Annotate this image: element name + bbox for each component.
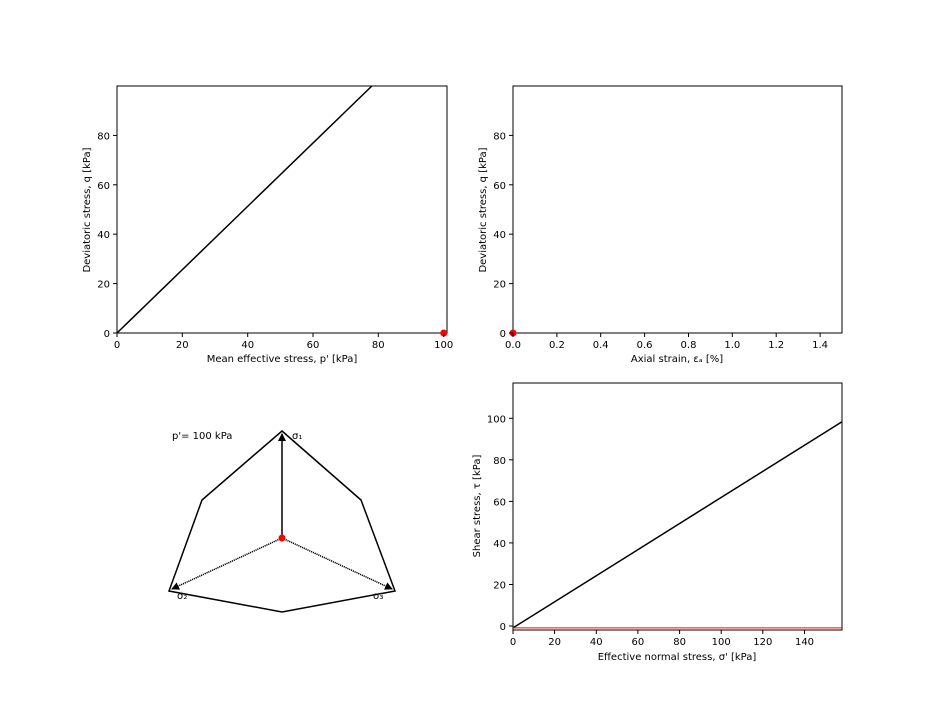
x-tick-label: 20 [176, 340, 189, 351]
y-ticks: 0 20 40 60 80 100 [487, 414, 513, 633]
x-axis-label: Mean effective stress, p' [kPa] [207, 354, 358, 365]
x-tick-label: 140 [795, 637, 814, 648]
x-tick-label: 60 [632, 637, 645, 648]
stress-strain-panel: 0.0 0.2 0.4 0.6 0.8 1.0 1.2 1.4 0 20 40 … [478, 85, 843, 365]
x-tick-label: 0.6 [637, 340, 653, 351]
x-tick-label: 80 [372, 340, 385, 351]
x-tick-label: 0.4 [593, 340, 609, 351]
x-tick-label: 0 [114, 340, 120, 351]
x-tick-label: 60 [307, 340, 320, 351]
x-tick-label: 1.4 [812, 340, 828, 351]
y-tick-label: 40 [493, 230, 506, 241]
y-tick-label: 40 [97, 230, 110, 241]
series-layer [512, 421, 843, 629]
x-tick-label: 20 [548, 637, 561, 648]
y-axis-label: Shear stress, τ [kPa] [472, 455, 483, 558]
sigma2-label: σ₂ [177, 591, 187, 602]
y-ticks: 0 20 40 60 80 [97, 131, 117, 340]
sigma1-label: σ₁ [292, 431, 302, 442]
plot-frame [116, 85, 448, 334]
y-tick-label: 20 [493, 280, 506, 291]
y-tick-label: 80 [493, 456, 506, 467]
y-tick-label: 0 [500, 329, 506, 340]
current-stress-point [278, 534, 286, 542]
x-tick-label: 0.2 [549, 340, 565, 351]
y-tick-label: 60 [493, 497, 506, 508]
sigma2-axis-arrow [171, 537, 283, 590]
sigma3-label: σ₃ [373, 591, 383, 602]
x-tick-label: 80 [673, 637, 686, 648]
y-ticks: 0 20 40 60 80 [493, 131, 513, 340]
series-line [512, 421, 843, 629]
y-tick-label: 60 [97, 181, 110, 192]
y-axis-label: Deviatoric stress, q [kPa] [82, 147, 93, 272]
y-tick-label: 100 [487, 414, 506, 425]
x-tick-label: 0 [510, 637, 516, 648]
series-layer [116, 85, 448, 337]
plot-frame [512, 382, 843, 631]
y-tick-label: 20 [493, 581, 506, 592]
x-tick-label: 0.0 [505, 340, 521, 351]
pressure-annotation: p'= 100 kPa [172, 431, 232, 442]
y-axis-label: Deviatoric stress, q [kPa] [478, 147, 489, 272]
x-tick-label: 1.0 [724, 340, 740, 351]
x-axis-label: Effective normal stress, σ' [kPa] [598, 652, 757, 663]
sigma3-axis-arrow [281, 537, 393, 590]
mohr-coulomb-panel: 0 20 40 60 80 100 120 140 0 20 40 60 80 … [472, 382, 843, 663]
x-tick-label: 120 [753, 637, 772, 648]
y-tick-label: 80 [97, 131, 110, 142]
y-tick-label: 40 [493, 539, 506, 550]
x-tick-label: 100 [434, 340, 453, 351]
x-tick-label: 40 [590, 637, 603, 648]
x-tick-label: 100 [712, 637, 731, 648]
plot-frame [512, 85, 843, 334]
x-ticks: 0.0 0.2 0.4 0.6 0.8 1.0 1.2 1.4 [505, 333, 828, 351]
x-tick-label: 1.2 [768, 340, 784, 351]
y-tick-label: 60 [493, 181, 506, 192]
y-tick-label: 0 [500, 622, 506, 633]
stress-path-panel: 0 20 40 60 80 100 0 20 40 60 80 Mean eff… [82, 85, 453, 365]
x-tick-label: 0.8 [681, 340, 697, 351]
y-tick-label: 20 [97, 280, 110, 291]
series-line [116, 85, 373, 334]
x-tick-label: 40 [241, 340, 254, 351]
x-ticks: 0 20 40 60 80 100 120 140 [510, 630, 814, 648]
deviatoric-plane-panel: p'= 100 kPa σ₁ σ₂ σ₃ [167, 430, 397, 613]
y-tick-label: 0 [104, 329, 110, 340]
yield-surface-outline [167, 430, 397, 613]
x-ticks: 0 20 40 60 80 100 [114, 333, 453, 351]
x-axis-label: Axial strain, εₐ [%] [631, 354, 723, 365]
y-tick-label: 80 [493, 131, 506, 142]
